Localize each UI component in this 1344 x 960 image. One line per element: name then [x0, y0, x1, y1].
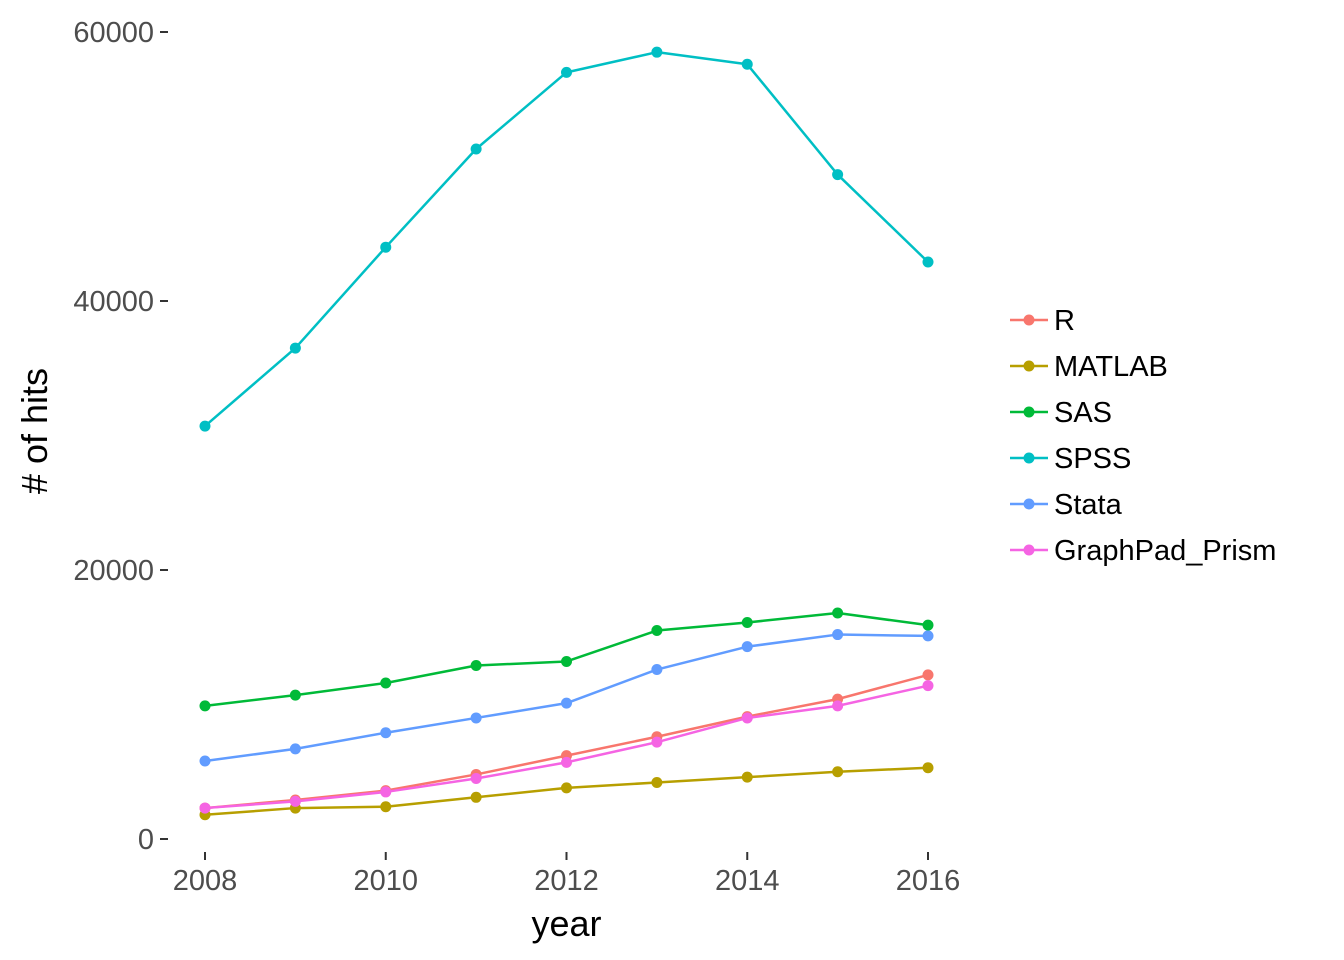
data-point-r [922, 669, 934, 681]
data-point-spss [289, 342, 301, 354]
y-axis: 0 20000 40000 60000 [73, 17, 168, 856]
data-point-graphpad-prism [741, 712, 753, 724]
data-point-sas [289, 689, 301, 701]
legend-label: GraphPad_Prism [1054, 535, 1276, 567]
data-point-stata [289, 743, 301, 755]
data-point-spss [651, 46, 663, 58]
y-tick-label: 60000 [73, 17, 154, 49]
data-point-matlab [651, 777, 663, 789]
data-point-matlab [561, 782, 572, 794]
data-point-graphpad-prism [922, 680, 934, 692]
series-sas [199, 607, 934, 712]
data-point-stata [741, 641, 753, 653]
data-point-stata [380, 727, 392, 739]
series-line-spss [204, 50, 929, 428]
data-point-spss [199, 420, 211, 432]
data-point-matlab [470, 791, 482, 803]
legend-label: Stata [1054, 489, 1123, 521]
data-point-spss [561, 66, 572, 78]
series-matlab [199, 762, 934, 821]
legend-key-point [1023, 406, 1035, 418]
series-layer [199, 46, 934, 821]
data-point-sas [651, 625, 663, 637]
data-point-spss [380, 241, 392, 253]
x-tick-label: 2008 [173, 865, 238, 897]
legend-item-stata: Stata [1010, 489, 1123, 521]
legend-item-matlab: MATLAB [1010, 351, 1168, 383]
legend-key-point [1023, 314, 1035, 326]
legend-item-r: R [1010, 305, 1075, 337]
legend-label: MATLAB [1054, 351, 1168, 383]
data-point-graphpad-prism [289, 795, 301, 807]
data-point-matlab [832, 766, 844, 778]
data-point-sas [561, 655, 572, 667]
legend-key-point [1023, 452, 1035, 464]
x-tick-label: 2012 [534, 865, 599, 897]
series-graphpad-prism [199, 680, 934, 814]
series-spss [199, 46, 934, 432]
data-point-matlab [380, 801, 392, 813]
data-point-graphpad-prism [470, 772, 482, 784]
data-point-sas [380, 677, 392, 689]
data-point-stata [832, 629, 844, 641]
data-point-stata [922, 630, 934, 642]
x-tick-label: 2016 [896, 865, 961, 897]
data-point-graphpad-prism [561, 756, 572, 768]
data-point-stata [651, 664, 663, 676]
legend-key-point [1023, 544, 1035, 556]
legend-item-spss: SPSS [1010, 443, 1131, 475]
data-point-sas [199, 700, 211, 712]
y-tick-label: 0 [138, 824, 154, 856]
data-point-sas [741, 616, 753, 628]
legend-key-point [1023, 360, 1035, 372]
data-point-sas [832, 607, 844, 619]
data-point-spss [741, 58, 753, 70]
data-point-stata [470, 712, 482, 724]
data-point-matlab [741, 771, 753, 783]
data-point-stata [561, 697, 572, 709]
y-tick-label: 40000 [73, 286, 154, 318]
legend-item-graphpad-prism: GraphPad_Prism [1010, 535, 1276, 567]
legend-label: SPSS [1054, 443, 1131, 475]
legend-item-sas: SAS [1010, 397, 1112, 429]
data-point-stata [199, 755, 211, 767]
x-axis-title: year [531, 903, 601, 944]
x-axis: 2008 2010 2012 2014 2016 [173, 852, 961, 897]
legend-key-point [1023, 498, 1035, 510]
x-tick-label: 2014 [715, 865, 780, 897]
series-stata [199, 629, 934, 767]
data-point-matlab [922, 762, 934, 774]
legend-label: SAS [1054, 397, 1112, 429]
data-point-graphpad-prism [651, 736, 663, 748]
legend: R MATLAB SAS SPSS Stata GraphPad_Prism [1010, 305, 1276, 567]
data-point-graphpad-prism [199, 802, 211, 814]
y-tick-label: 20000 [73, 555, 154, 587]
data-point-spss [832, 169, 844, 181]
data-point-graphpad-prism [832, 700, 844, 712]
x-tick-label: 2010 [353, 865, 418, 897]
data-point-spss [922, 256, 934, 268]
legend-label: R [1054, 305, 1075, 337]
y-axis-title: # of hits [14, 368, 55, 494]
data-point-graphpad-prism [380, 786, 392, 798]
data-point-sas [470, 659, 482, 671]
data-point-spss [470, 143, 482, 155]
data-point-sas [922, 619, 934, 631]
